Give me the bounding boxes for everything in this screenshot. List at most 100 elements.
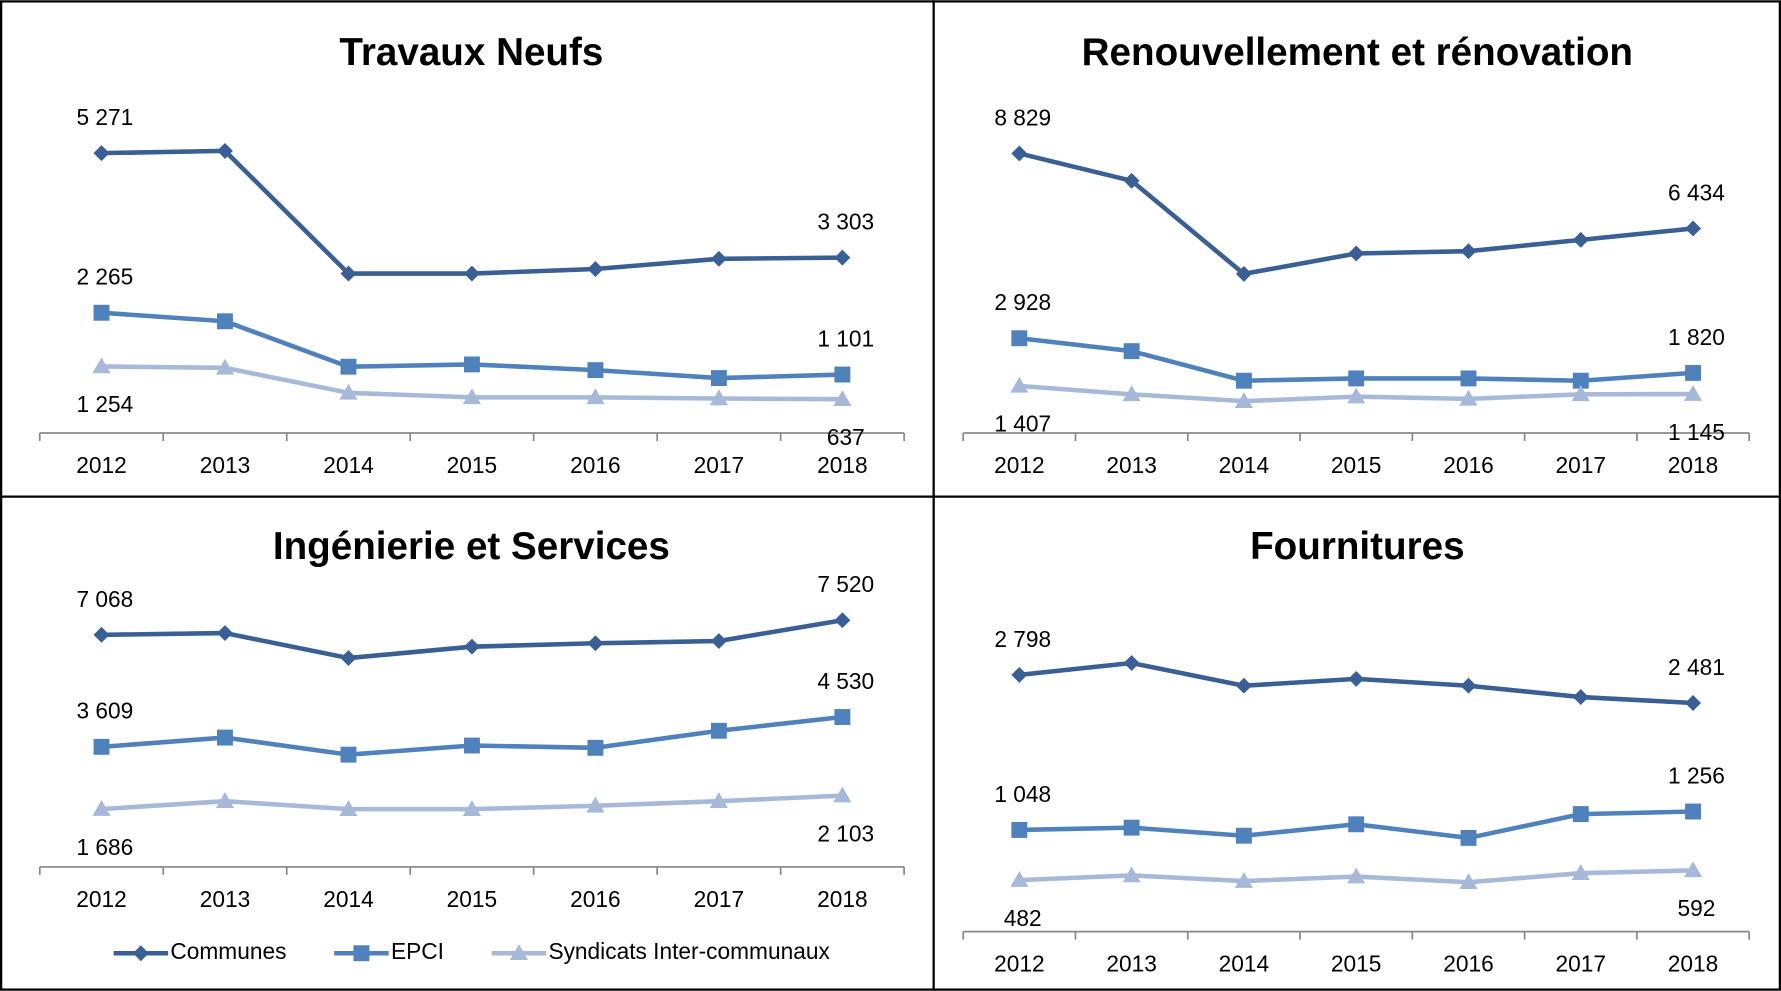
marker — [1460, 370, 1477, 387]
x-tick-label: 2013 — [1106, 951, 1157, 977]
marker — [463, 638, 480, 655]
marker — [1123, 172, 1140, 189]
marker — [1123, 343, 1140, 360]
marker — [339, 800, 358, 816]
data-label: 1 256 — [1668, 762, 1725, 788]
chart-title: Fournitures — [1250, 525, 1465, 568]
marker — [217, 729, 233, 746]
x-tick-label: 2013 — [1106, 452, 1157, 478]
marker — [340, 746, 357, 763]
x-tick-label: 2018 — [1668, 951, 1719, 977]
marker — [1122, 866, 1141, 883]
data-label: 3 609 — [76, 698, 133, 724]
marker — [833, 390, 852, 407]
x-tick-label: 2013 — [200, 452, 251, 478]
data-label: 592 — [1678, 895, 1716, 921]
marker — [463, 356, 480, 373]
marker — [93, 738, 110, 755]
marker — [1010, 376, 1029, 393]
marker — [1459, 873, 1478, 890]
marker — [92, 357, 111, 374]
marker — [1683, 384, 1703, 401]
marker — [1234, 871, 1253, 888]
marker — [1685, 695, 1702, 711]
marker — [1347, 867, 1366, 884]
marker — [709, 792, 728, 809]
marker — [1571, 864, 1590, 881]
data-label: 2 481 — [1668, 654, 1725, 680]
marker — [217, 625, 233, 642]
marker — [586, 388, 605, 405]
x-tick-label: 2018 — [817, 886, 868, 912]
data-label: 3 303 — [817, 209, 874, 235]
marker — [1572, 231, 1589, 248]
x-tick-label: 2015 — [447, 886, 498, 912]
marker — [1011, 666, 1028, 683]
data-label: 482 — [1004, 905, 1042, 931]
marker — [587, 362, 604, 379]
marker — [1685, 364, 1702, 381]
data-label: 1 145 — [1668, 419, 1725, 445]
marker — [340, 265, 357, 282]
x-tick-label: 2015 — [1331, 951, 1382, 977]
panel: Ingénierie et Services 2012 2013 2014 2015 20… — [38, 525, 905, 964]
marker — [710, 250, 727, 267]
chart-title: Ingénierie et Services — [273, 525, 670, 568]
marker — [462, 388, 482, 405]
x-tick-label: 2012 — [994, 452, 1045, 478]
marker — [1459, 389, 1478, 406]
marker — [340, 358, 357, 375]
x-tick-label: 2013 — [200, 886, 251, 912]
data-label: 5 271 — [76, 104, 133, 130]
marker — [1683, 861, 1703, 878]
marker — [462, 800, 482, 816]
marker — [587, 261, 604, 277]
marker — [1011, 822, 1028, 838]
legend-label: Syndicats Inter-communaux — [548, 938, 830, 964]
data-label: 2 265 — [76, 264, 133, 290]
marker — [1010, 871, 1029, 887]
marker — [1235, 265, 1252, 282]
marker — [93, 145, 110, 162]
marker — [93, 626, 110, 643]
marker — [339, 383, 358, 400]
marker — [215, 358, 235, 375]
marker — [1122, 385, 1141, 402]
marker — [1460, 829, 1477, 846]
data-label: 1 101 — [817, 325, 874, 351]
data-label: 2 103 — [817, 820, 874, 846]
panel: Travaux Neufs 2012 2013 2014 2015 2016 2017 201… — [38, 31, 905, 478]
marker — [834, 612, 851, 629]
marker — [1235, 372, 1252, 389]
legend-label: EPCI — [391, 938, 444, 964]
data-label: 1 048 — [994, 781, 1051, 807]
x-tick-label: 2017 — [1556, 951, 1607, 977]
marker — [463, 737, 480, 754]
marker — [1460, 243, 1477, 260]
marker — [1571, 385, 1590, 402]
marker — [1235, 827, 1252, 844]
marker — [1123, 655, 1140, 671]
marker — [586, 796, 605, 813]
marker — [1123, 819, 1140, 836]
panel: Renouvellement et rénovation 2012 2013 2014… — [962, 31, 1751, 478]
x-tick-label: 2018 — [817, 452, 868, 478]
marker — [92, 800, 111, 816]
data-label: 1 686 — [76, 834, 133, 860]
chart-title: Renouvellement et rénovation — [1082, 31, 1633, 74]
x-tick-label: 2015 — [1331, 452, 1382, 478]
x-tick-label: 2017 — [1556, 452, 1607, 478]
marker — [217, 142, 233, 159]
marker — [1685, 220, 1702, 237]
data-label: 4 530 — [817, 668, 874, 694]
x-tick-label: 2016 — [1443, 951, 1494, 977]
data-label: 7 068 — [76, 586, 133, 612]
x-tick-label: 2012 — [76, 886, 127, 912]
data-label: 7 520 — [817, 571, 874, 597]
marker — [1235, 677, 1252, 694]
x-tick-label: 2014 — [1219, 452, 1270, 478]
marker — [834, 709, 851, 725]
marker — [217, 313, 233, 330]
marker — [1347, 387, 1366, 404]
